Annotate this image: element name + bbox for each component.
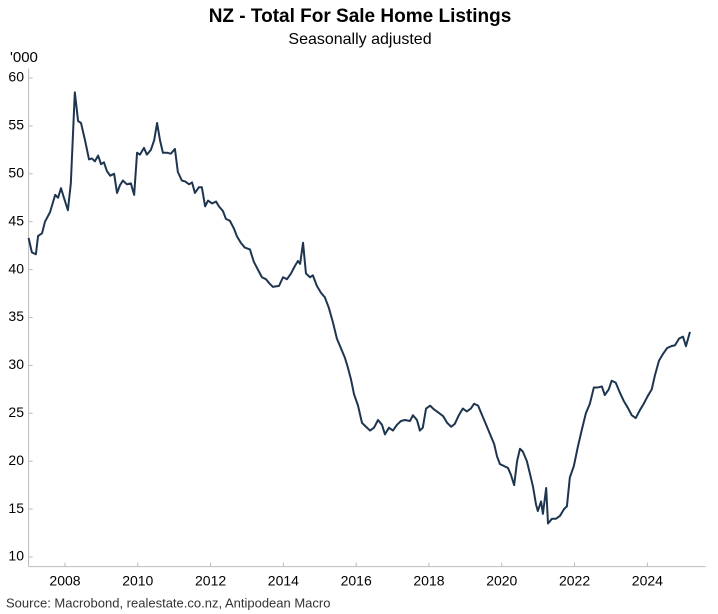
y-tick-label: 25 xyxy=(8,404,24,420)
y-tick-label: 40 xyxy=(8,260,24,276)
y-tick-label: 50 xyxy=(8,164,24,180)
x-tick-label: 2010 xyxy=(122,573,153,589)
x-tick-label: 2016 xyxy=(341,573,372,589)
chart-subtitle: Seasonally adjusted xyxy=(288,31,431,48)
y-tick-label: 35 xyxy=(8,308,24,324)
x-tick-label: 2020 xyxy=(486,573,517,589)
y-tick-label: 10 xyxy=(8,548,24,564)
x-tick-label: 2022 xyxy=(559,573,590,589)
data-line xyxy=(27,91,691,525)
y-tick-label: 60 xyxy=(8,69,24,85)
x-tick-label: 2024 xyxy=(632,573,663,589)
chart-title: NZ - Total For Sale Home Listings xyxy=(209,6,512,27)
y-tick-label: 45 xyxy=(8,212,24,228)
y-tick-label: 30 xyxy=(8,356,24,372)
x-tick-label: 2014 xyxy=(268,573,299,589)
y-tick-label: 20 xyxy=(8,452,24,468)
x-tick-label: 2018 xyxy=(413,573,444,589)
y-tick-label: 15 xyxy=(8,500,24,516)
x-tick-label: 2012 xyxy=(195,573,226,589)
y-unit: '000 xyxy=(10,49,38,66)
y-tick-label: 55 xyxy=(8,117,24,133)
x-tick-label: 2008 xyxy=(49,573,80,589)
source: Source: Macrobond, realestate.co.nz, Ant… xyxy=(6,595,330,610)
